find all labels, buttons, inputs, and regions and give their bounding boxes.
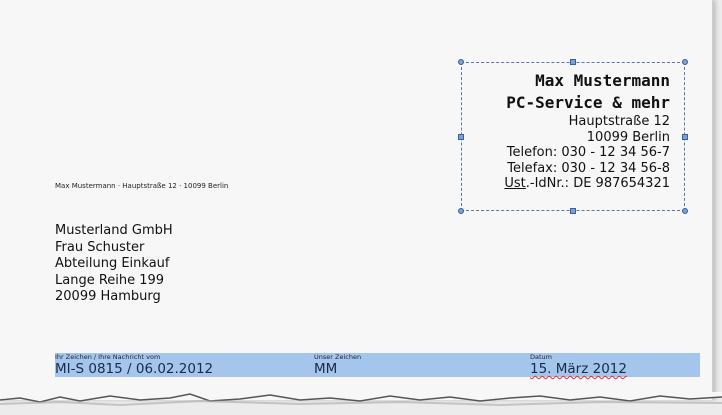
resize-handle-sw[interactable]: [458, 208, 464, 214]
resize-handle-ne[interactable]: [682, 59, 688, 65]
letterhead-street: Hauptstraße 12: [568, 114, 670, 129]
resize-handle-nw[interactable]: [458, 59, 464, 65]
resize-handle-w[interactable]: [458, 134, 464, 140]
letterhead-company: PC-Service & mehr: [506, 93, 670, 112]
resize-handle-e[interactable]: [682, 134, 688, 140]
letterhead-phone: Telefon: 030 - 12 34 56-7: [506, 145, 670, 160]
resize-handle-se[interactable]: [682, 208, 688, 214]
resize-handle-s[interactable]: [570, 208, 576, 214]
letterhead-city: 10099 Berlin: [586, 129, 670, 145]
vat-prefix: Ust: [504, 176, 526, 191]
date-label: Datum: [530, 353, 552, 361]
letterhead-textbox-selected[interactable]: Max Mustermann PC-Service & mehr Hauptst…: [458, 59, 688, 214]
torn-paper-edge: [0, 392, 722, 407]
recipient-contact: Frau Schuster: [55, 239, 145, 255]
your-reference-label: Ihr Zeichen / Ihre Nachricht vom: [55, 353, 161, 361]
our-reference-label: Unser Zeichen: [314, 353, 362, 361]
recipient-address[interactable]: Musterland GmbH Frau Schuster Abteilung …: [55, 223, 173, 306]
letterhead-fax: Telefax: 030 - 12 34 56-8: [507, 160, 670, 176]
our-reference-value: MM: [314, 361, 338, 377]
your-reference-value: MI-S 0815 / 06.02.2012: [55, 361, 214, 377]
recipient-street: Lange Reihe 199: [55, 272, 165, 288]
date-value: 15. März 2012: [530, 361, 627, 377]
recipient-department: Abteilung Einkauf: [55, 256, 170, 271]
letterhead-name: Max Mustermann: [535, 71, 670, 90]
reference-line[interactable]: Ihr Zeichen / Ihre Nachricht vom MI-S 08…: [55, 353, 700, 377]
recipient-company: Musterland GmbH: [55, 223, 173, 238]
resize-handle-n[interactable]: [570, 59, 576, 65]
letter-page: Max Mustermann · Hauptstraße 12 · 10099 …: [0, 0, 713, 400]
vat-number: .-IdNr.: DE 987654321: [525, 176, 670, 191]
sender-return-line: Max Mustermann · Hauptstraße 12 · 10099 …: [55, 182, 229, 190]
letterhead-vat: Ust.-IdNr.: DE 987654321: [504, 176, 670, 192]
recipient-city: 20099 Hamburg: [55, 289, 161, 304]
